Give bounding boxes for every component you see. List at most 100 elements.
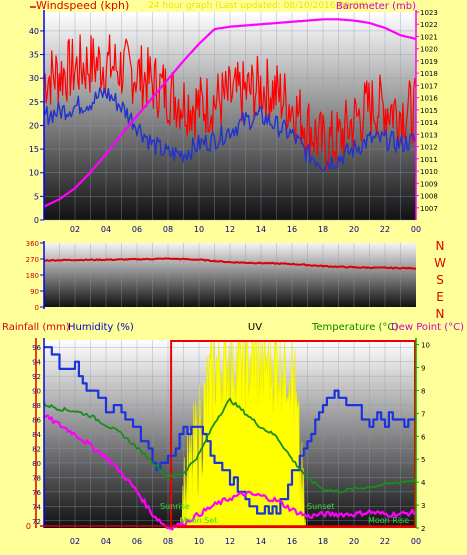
temp-y-tick-label: 10: [421, 342, 430, 350]
direction-ticks: 0 90 180 270 360: [26, 240, 44, 312]
wind-axis-label: Windspeed (kph): [36, 0, 129, 12]
direction-y-tick-label: 360: [26, 240, 39, 248]
dewpoint-series-line: [43, 414, 417, 531]
temp-y-tick-label: 7: [421, 410, 425, 418]
moonrise-label: Moon Rise: [368, 516, 409, 525]
rainfall-label: Rainfall (mm): [2, 322, 70, 333]
baro-y-tick-label: 1014: [420, 119, 438, 127]
humidity-series-line: [44, 346, 416, 515]
x-tick-label: 06: [132, 225, 142, 234]
temp-y-tick-label: 3: [421, 502, 425, 510]
temperature-label: Temperature (°C): [311, 322, 398, 333]
wind-y-tick-label: 25: [29, 98, 39, 107]
gust-series-line: [43, 87, 417, 172]
x-tick-label: 18: [318, 537, 328, 546]
x-tick-label: 10: [194, 225, 204, 234]
x-tick-label: 12: [225, 225, 235, 234]
wind-y-tick-label: 5: [34, 192, 39, 201]
compass-label: N: [436, 307, 445, 321]
x-tick-label: 18: [318, 225, 328, 234]
moonset-label: Moon Set: [180, 516, 217, 525]
humidity-y-tick-label: 76: [32, 489, 41, 497]
baro-series-line: [43, 18, 417, 208]
x-tick-label: 04: [101, 225, 111, 234]
wind-y-tick-label: 30: [29, 74, 39, 83]
direction-y-tick-label: 90: [30, 288, 39, 296]
temp-y-tick-label: 4: [421, 479, 426, 487]
compass-label: S: [436, 273, 444, 287]
wind-y-tick-label: 20: [29, 121, 39, 130]
wind-baro-chart: 0510152025303540100710081009101010111012…: [29, 0, 439, 234]
humidity-y-tick-label: 86: [32, 417, 41, 425]
baro-y-tick-label: 1008: [420, 193, 438, 201]
x-tick-label: 20: [349, 225, 359, 234]
x-tick-label: 22: [380, 225, 390, 234]
temp-y-tick-label: 9: [421, 365, 425, 373]
baro-y-tick-label: 1020: [420, 46, 438, 54]
x-tick-label: 06: [132, 537, 142, 546]
dewpoint-label: Dew Point (°C): [391, 322, 464, 333]
baro-y-tick-label: 1011: [420, 156, 438, 164]
x-tick-label: 00: [411, 225, 421, 234]
humidity-y-tick-label: 96: [32, 344, 41, 352]
compass-label: E: [436, 290, 444, 304]
direction-series: [43, 257, 417, 270]
direction-y-tick-label: 0: [35, 304, 39, 312]
wind-series: [43, 18, 417, 208]
windspeed-series-line: [43, 34, 417, 172]
baro-y-tick-label: 1018: [420, 70, 438, 78]
temp-y-tick-label: 5: [421, 456, 425, 464]
x-tick-label: 04: [101, 537, 111, 546]
daylight-window: [170, 340, 416, 528]
baro-y-tick-label: 1022: [420, 21, 438, 29]
x-tick-label: 00: [411, 537, 421, 546]
x-tick-label: 10: [194, 537, 204, 546]
x-tick-label: 02: [70, 537, 80, 546]
sunset-label: Sunset: [307, 502, 334, 511]
x-tick-label: 20: [349, 537, 359, 546]
direction-series-line: [43, 257, 417, 270]
x-tick-label: 08: [163, 537, 173, 546]
compass-label: N: [436, 239, 445, 253]
direction-y-tick-label: 180: [26, 272, 39, 280]
temp-series: [43, 346, 417, 531]
temp-y-tick-label: 2: [421, 525, 425, 533]
baro-y-tick-label: 1023: [420, 9, 438, 17]
wind-ticks: 0510152025303540100710081009101010111012…: [29, 9, 439, 234]
baro-y-tick-label: 1012: [420, 144, 438, 152]
x-tick-label: 12: [225, 537, 235, 546]
baro-y-tick-label: 1007: [420, 205, 438, 213]
baro-y-tick-label: 1017: [420, 82, 438, 90]
baro-y-tick-label: 1019: [420, 58, 438, 66]
baro-y-tick-label: 1015: [420, 107, 438, 115]
baro-y-tick-label: 1016: [420, 95, 438, 103]
temp-y-tick-label: 6: [421, 433, 426, 441]
chart-title: 24 hour graph (Last updated: 08/10/2016 …: [148, 1, 368, 11]
baro-y-tick-label: 1021: [420, 33, 438, 41]
x-tick-label: 14: [256, 537, 266, 546]
wind-y-tick-label: 15: [29, 145, 39, 154]
uv-label: UV: [248, 322, 262, 333]
direction-grid: [59, 243, 401, 307]
baro-y-tick-label: 1013: [420, 131, 438, 139]
wind-y-tick-label: 35: [29, 51, 39, 60]
x-tick-label: 02: [70, 225, 80, 234]
wind-y-tick-label: 10: [29, 169, 39, 178]
humidity-y-tick-label: 74: [32, 503, 41, 511]
direction-y-tick-label: 270: [26, 256, 39, 264]
humidity-label: Humidity (%): [68, 322, 134, 333]
wind-y-tick-label: 40: [29, 27, 39, 36]
x-tick-label: 22: [380, 537, 390, 546]
daylight-band: [170, 339, 416, 529]
temp-y-tick-label: 8: [421, 387, 425, 395]
sunrise-label: Sunrise: [160, 502, 190, 511]
temperature-series-line: [43, 397, 417, 494]
compass-label: W: [434, 256, 446, 270]
x-tick-label: 16: [287, 225, 297, 234]
baro-y-tick-label: 1010: [420, 168, 438, 176]
humidity-temp-chart: 7274767880828486889092949623456789100020…: [2, 322, 464, 546]
wind-y-tick-label: 0: [34, 216, 39, 225]
